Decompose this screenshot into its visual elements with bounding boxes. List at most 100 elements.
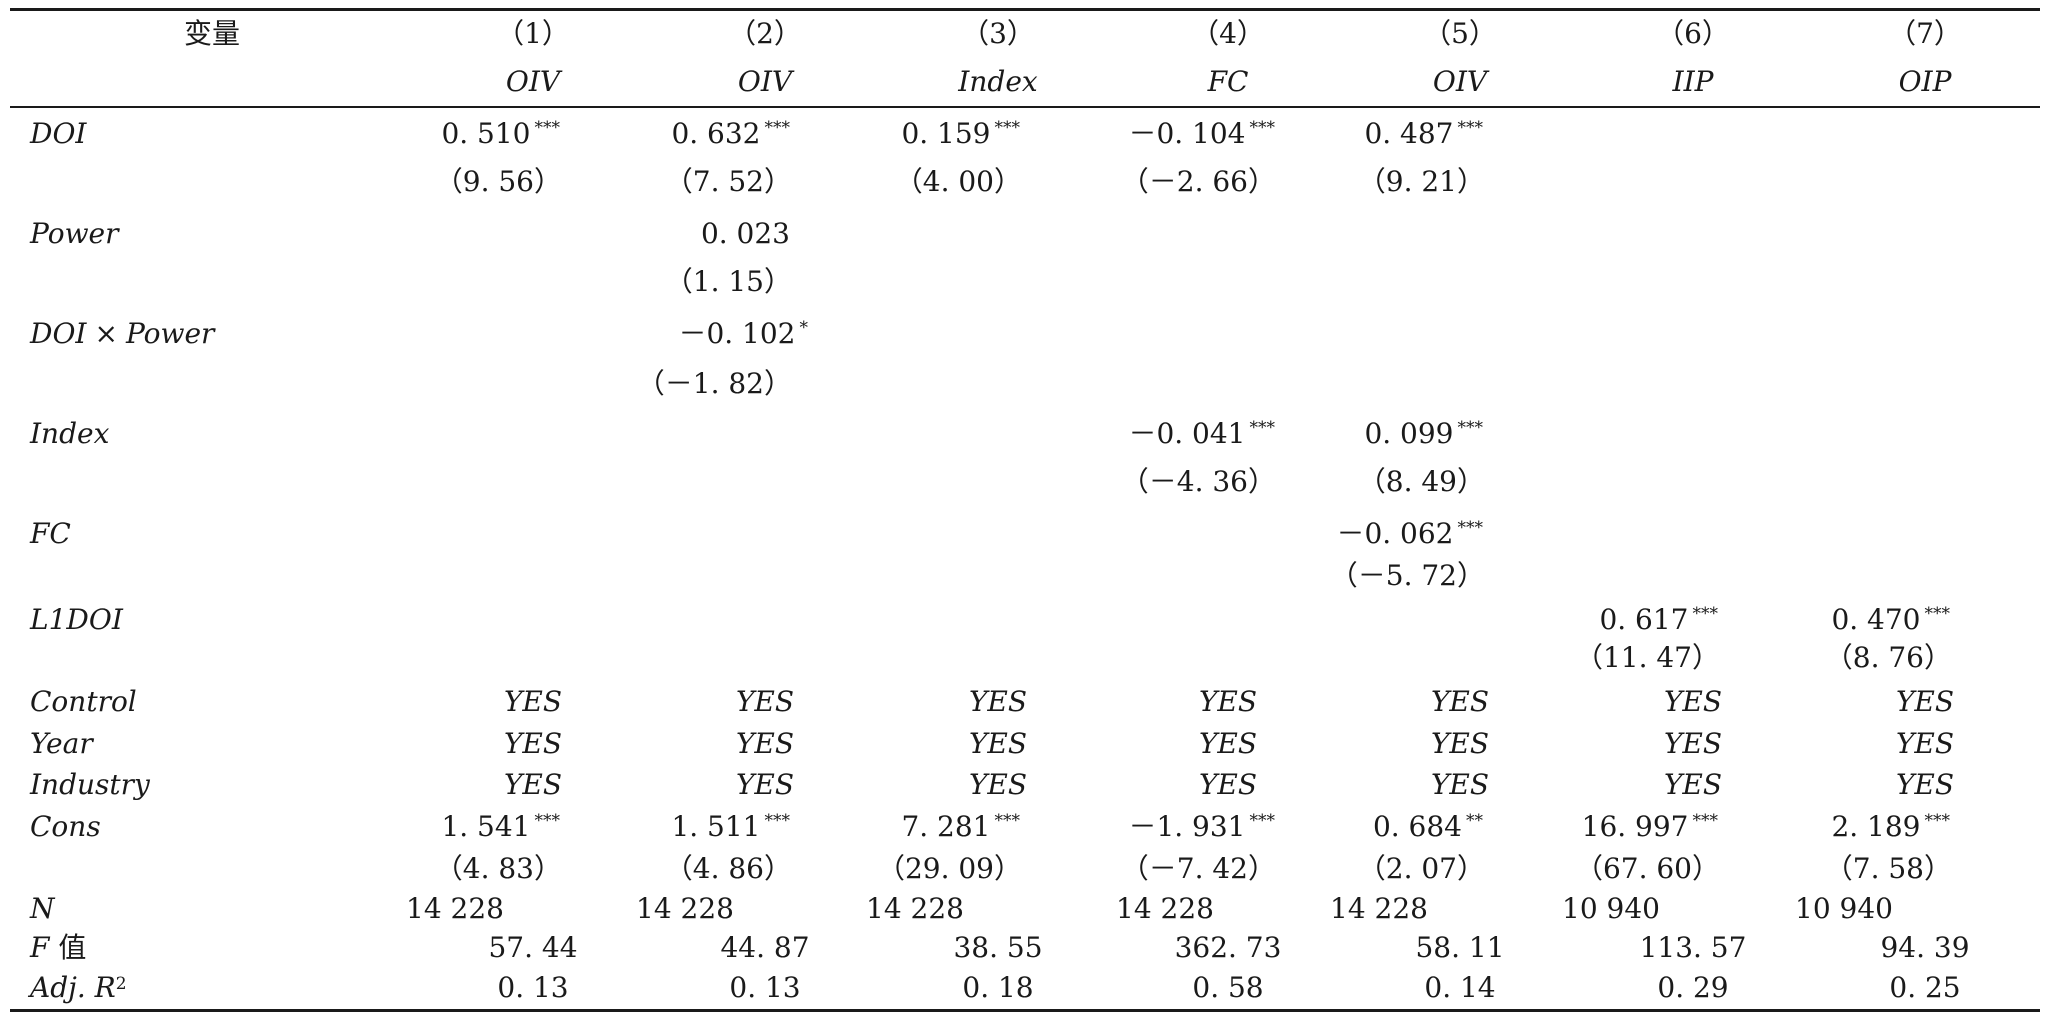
t-stat-cell: （9. 21） bbox=[1357, 165, 1485, 198]
yes-cell: YES bbox=[1663, 768, 1723, 801]
coef-cell: －1. 931 *** bbox=[1128, 809, 1275, 845]
t-stat-cell: （7. 52） bbox=[664, 165, 792, 198]
coef-cell: －0. 102 * bbox=[678, 316, 808, 352]
coef-cell: －0. 041 *** bbox=[1128, 416, 1275, 452]
coef-cell: 1. 541 *** bbox=[441, 809, 560, 845]
n-cell: 10 940 bbox=[1795, 892, 1893, 925]
column-dependent-var: OIP bbox=[1898, 65, 1952, 98]
f-value-cell: 113. 57 bbox=[1639, 931, 1747, 964]
coef-value: 2. 189 bbox=[1831, 810, 1921, 843]
significance-stars: *** bbox=[1692, 811, 1719, 831]
yes-cell: YES bbox=[968, 768, 1028, 801]
t-stat-cell: （11. 47） bbox=[1574, 641, 1720, 674]
yes-cell: YES bbox=[735, 768, 795, 801]
significance-stars: *** bbox=[1249, 811, 1276, 831]
row-label-fc: FC bbox=[30, 517, 71, 550]
coef-cell: －0. 104 *** bbox=[1128, 116, 1275, 152]
yes-cell: YES bbox=[503, 727, 563, 760]
row-label-adj-r2: Adj. R2 bbox=[30, 970, 127, 1006]
t-stat-cell: （29. 09） bbox=[876, 852, 1022, 885]
n-cell: 14 228 bbox=[406, 892, 504, 925]
yes-cell: YES bbox=[1198, 685, 1258, 718]
yes-cell: YES bbox=[1895, 768, 1955, 801]
significance-stars: *** bbox=[1249, 418, 1276, 438]
f-value-cell: 44. 87 bbox=[720, 931, 810, 964]
times-symbol: × bbox=[94, 317, 118, 350]
column-number: （5） bbox=[1423, 17, 1497, 50]
coef-value: 1. 541 bbox=[441, 810, 531, 843]
adj-r2-cell: 0. 29 bbox=[1657, 971, 1729, 1004]
coef-value: 1. 511 bbox=[671, 810, 761, 843]
significance-stars: *** bbox=[1457, 518, 1484, 538]
coef-cell: 1. 511 *** bbox=[671, 809, 790, 845]
coef-value: 0. 510 bbox=[441, 117, 531, 150]
t-stat-cell: （－4. 36） bbox=[1120, 465, 1276, 498]
t-stat-cell: （－5. 72） bbox=[1329, 559, 1485, 592]
adj-r2-cell: 0. 14 bbox=[1424, 971, 1496, 1004]
superscript-2: 2 bbox=[115, 974, 127, 994]
coef-cell: 0. 632 *** bbox=[671, 116, 790, 152]
column-dependent-var: Index bbox=[958, 65, 1038, 98]
yes-cell: YES bbox=[968, 685, 1028, 718]
column-number: （3） bbox=[961, 17, 1035, 50]
coef-value: 7. 281 bbox=[901, 810, 991, 843]
significance-stars: *** bbox=[1249, 118, 1276, 138]
t-stat-cell: （4. 00） bbox=[894, 165, 1022, 198]
yes-cell: YES bbox=[1198, 768, 1258, 801]
row-label-doi: DOI bbox=[30, 117, 87, 150]
column-dependent-var: OIV bbox=[737, 65, 793, 98]
t-stat-cell: （7. 58） bbox=[1824, 852, 1952, 885]
coef-value: 0. 023 bbox=[700, 217, 790, 250]
label-part: 值 bbox=[49, 931, 87, 964]
coef-value: －0. 062 bbox=[1336, 517, 1454, 550]
column-number: （2） bbox=[728, 17, 802, 50]
coef-cell: 0. 023 bbox=[701, 216, 790, 252]
t-stat-cell: （4. 83） bbox=[434, 852, 562, 885]
f-value-cell: 38. 55 bbox=[953, 931, 1043, 964]
yes-cell: YES bbox=[968, 727, 1028, 760]
column-dependent-var: OIV bbox=[505, 65, 561, 98]
significance-stars: *** bbox=[994, 118, 1021, 138]
row-label-index: Index bbox=[30, 417, 110, 450]
column-number: （4） bbox=[1191, 17, 1265, 50]
column-dependent-var: OIV bbox=[1432, 65, 1488, 98]
yes-cell: YES bbox=[1430, 685, 1490, 718]
adj-r2-cell: 0. 13 bbox=[497, 971, 569, 1004]
bottom-rule bbox=[10, 1009, 2040, 1012]
label-part: F bbox=[30, 931, 50, 964]
yes-cell: YES bbox=[735, 727, 795, 760]
t-stat-cell: （2. 07） bbox=[1357, 852, 1485, 885]
yes-cell: YES bbox=[1430, 727, 1490, 760]
significance-stars: *** bbox=[1457, 418, 1484, 438]
n-cell: 14 228 bbox=[636, 892, 734, 925]
t-stat-cell: （1. 15） bbox=[664, 265, 792, 298]
column-dependent-var: IIP bbox=[1672, 65, 1714, 98]
coef-value: 0. 159 bbox=[901, 117, 991, 150]
n-cell: 10 940 bbox=[1562, 892, 1660, 925]
significance-stars: *** bbox=[534, 811, 561, 831]
t-stat-cell: （－2. 66） bbox=[1120, 165, 1276, 198]
n-cell: 14 228 bbox=[866, 892, 964, 925]
yes-cell: YES bbox=[1895, 685, 1955, 718]
coef-value: －0. 104 bbox=[1128, 117, 1246, 150]
row-label-control: Control bbox=[30, 685, 137, 718]
coef-cell: 0. 470 *** bbox=[1831, 602, 1950, 638]
f-value-cell: 57. 44 bbox=[488, 931, 578, 964]
significance-stars: ** bbox=[1466, 811, 1483, 831]
row-label-doi-x-power: DOI × Power bbox=[30, 316, 214, 352]
coef-cell: 0. 684 ** bbox=[1373, 809, 1483, 845]
coef-cell: 0. 617 *** bbox=[1599, 602, 1718, 638]
t-stat-cell: （8. 49） bbox=[1357, 465, 1485, 498]
coef-cell: 7. 281 *** bbox=[901, 809, 1020, 845]
coef-value: 0. 684 bbox=[1372, 810, 1462, 843]
yes-cell: YES bbox=[1895, 727, 1955, 760]
adj-r2-cell: 0. 13 bbox=[729, 971, 801, 1004]
row-label-f: F 值 bbox=[30, 930, 86, 966]
coef-value: 0. 617 bbox=[1599, 603, 1689, 636]
column-number: （1） bbox=[496, 17, 570, 50]
coef-cell: 0. 159 *** bbox=[901, 116, 1020, 152]
coef-cell: 16. 997 *** bbox=[1582, 809, 1718, 845]
coef-cell: 0. 510 *** bbox=[441, 116, 560, 152]
row-label-l1doi: L1DOI bbox=[30, 603, 123, 636]
row-label-industry: Industry bbox=[30, 768, 150, 801]
